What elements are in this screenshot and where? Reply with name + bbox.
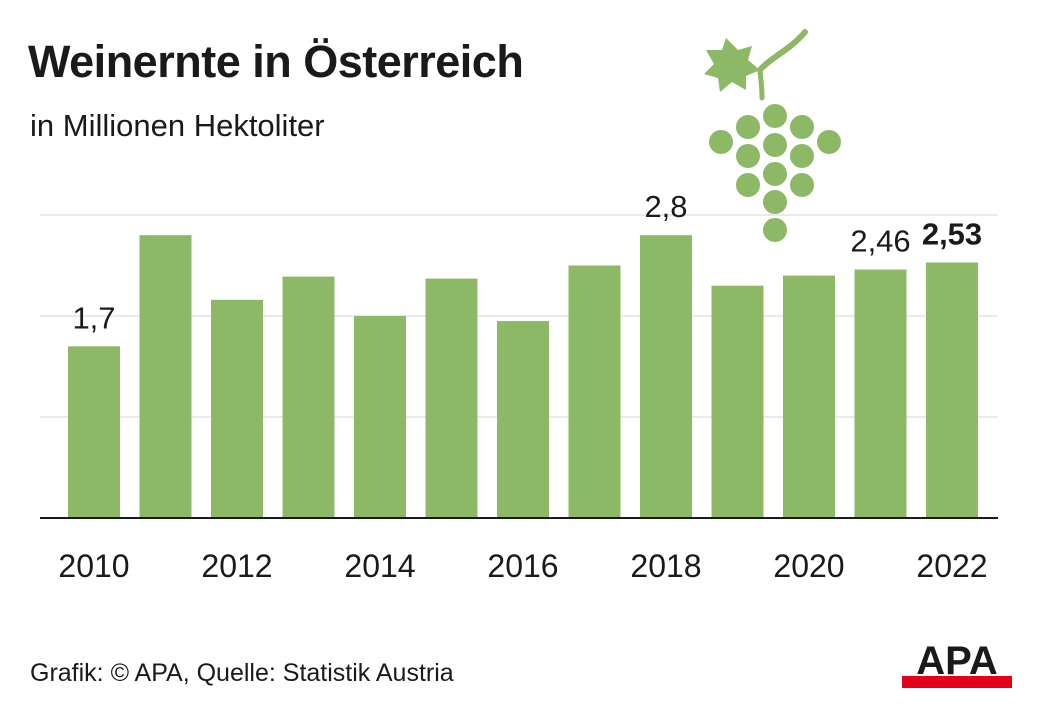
bar-2012 [211, 299, 263, 518]
x-tick-2018: 2018 [630, 548, 701, 584]
x-tick-2010: 2010 [58, 548, 129, 584]
apa-logo: APA [902, 642, 1012, 688]
bar-chart: 1,72,82,46 2,53 2010 2012 2014 2016 2018 2020 2… [40, 189, 998, 584]
bar-2020 [783, 275, 835, 518]
bar-2018 [640, 235, 692, 518]
x-tick-2020: 2020 [773, 548, 844, 584]
bar-2022 [926, 262, 978, 518]
data-label-2021: 2,46 [850, 224, 910, 259]
bar-2017 [568, 265, 621, 518]
bar-2019 [711, 285, 764, 518]
chart-subtitle: in Millionen Hektoliter [30, 108, 325, 143]
x-tick-2014: 2014 [344, 548, 415, 584]
bar-2011 [139, 235, 192, 518]
bar-2010 [68, 346, 120, 518]
x-tick-2022: 2022 [916, 548, 987, 584]
source-credit: Grafik: © APA, Quelle: Statistik Austria [30, 659, 454, 687]
bar-2015 [425, 278, 478, 518]
data-labels: 1,7 2,8 2,46 2,53 [72, 189, 982, 335]
chart-title: Weinernte in Österreich [28, 36, 524, 87]
x-tick-2016: 2016 [487, 548, 558, 584]
bar-2021 [854, 269, 907, 518]
bar-2013 [282, 276, 335, 518]
bars [68, 235, 978, 518]
grape-cluster-icon [704, 29, 841, 242]
x-tick-2012: 2012 [201, 548, 272, 584]
data-label-2010: 1,7 [72, 300, 115, 335]
apa-logo-red-bar [902, 676, 1012, 688]
bar-2016 [497, 321, 549, 518]
data-label-2018: 2,8 [644, 189, 687, 224]
bar-2014 [354, 316, 406, 518]
data-label-2022: 2,53 [922, 216, 982, 251]
x-tick-labels: 2010 2012 2014 2016 2018 2020 2022 [58, 548, 987, 584]
